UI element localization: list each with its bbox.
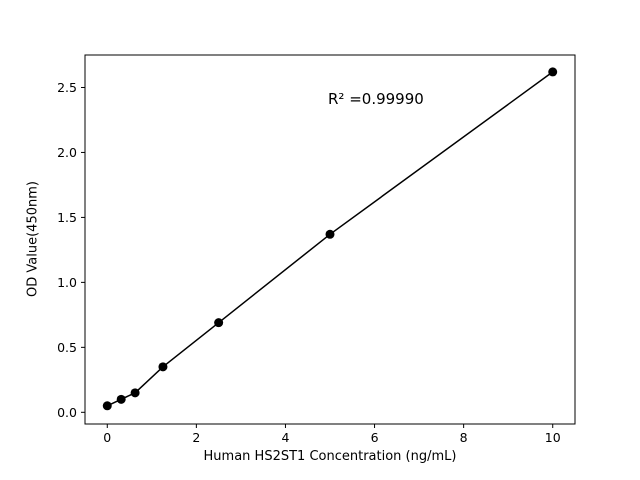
y-tick-label: 0.0 <box>57 405 77 420</box>
y-tick-label: 2.5 <box>57 80 77 95</box>
r-squared-annotation: R² =0.99990 <box>328 90 424 108</box>
y-tick-label: 1.0 <box>57 275 77 290</box>
data-point <box>102 401 112 411</box>
data-point <box>116 394 126 404</box>
x-tick-label: 4 <box>281 430 289 445</box>
data-point <box>548 67 558 77</box>
y-tick-label: 0.5 <box>57 340 77 355</box>
data-point <box>158 362 168 372</box>
data-point <box>214 318 224 328</box>
x-tick-label: 6 <box>371 430 379 445</box>
x-tick-label: 10 <box>545 430 561 445</box>
y-tick-label: 2.0 <box>57 145 77 160</box>
data-point <box>130 388 140 398</box>
x-tick-label: 0 <box>103 430 111 445</box>
x-tick-label: 2 <box>192 430 200 445</box>
x-tick-label: 8 <box>460 430 468 445</box>
x-axis-label: Human HS2ST1 Concentration (ng/mL) <box>203 449 457 464</box>
regression-line <box>106 71 554 407</box>
data-point <box>325 229 335 239</box>
y-tick-label: 1.5 <box>57 210 77 225</box>
y-axis-label: OD Value(450nm) <box>25 181 41 297</box>
plot-border <box>84 54 576 425</box>
